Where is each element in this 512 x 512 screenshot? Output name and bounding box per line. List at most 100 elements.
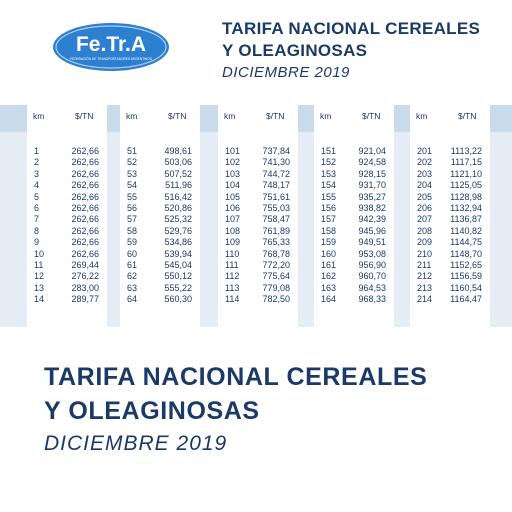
table-row: 57 525,32 <box>120 214 200 225</box>
table-row: 9 262,66 <box>27 237 107 248</box>
table-row: 161 956,90 <box>314 260 394 271</box>
table-row: 7 262,66 <box>27 214 107 225</box>
table-column: km $/TN 151 921,04 152 924,58 153 928,15 154 931,… <box>314 105 394 327</box>
price-cell: 262,66 <box>71 214 99 225</box>
km-cell: 112 <box>225 271 240 282</box>
table-row: 152 924,58 <box>314 157 394 168</box>
price-cell: 956,90 <box>358 259 386 270</box>
km-cell: 206 <box>417 202 433 213</box>
km-cell: 104 <box>225 180 241 191</box>
price-cell: 953,08 <box>358 248 386 259</box>
price-cell: 498,61 <box>164 146 192 156</box>
km-cell: 58 <box>127 225 138 236</box>
logo-tagline: FEDERACIÓN DE TRANSPORTADORES ARGENTINOS <box>70 56 152 61</box>
table-row: 59 534,86 <box>120 237 200 248</box>
column-header-price: $/TN <box>75 111 94 121</box>
table-row: 5 262,66 <box>27 192 107 203</box>
header-title-line2: Y OLEAGINOSAS <box>222 41 368 60</box>
km-cell: 102 <box>225 157 241 168</box>
km-cell: 153 <box>321 168 337 179</box>
table-row: 157 942,39 <box>314 214 394 225</box>
table-row: 55 516,42 <box>120 192 200 203</box>
column-header-km: km <box>320 111 332 121</box>
table-row: 203 1121,10 <box>410 169 490 180</box>
table-row: 205 1128,98 <box>410 192 490 203</box>
km-cell: 63 <box>127 282 138 293</box>
price-cell: 775,64 <box>262 271 290 282</box>
km-cell: 56 <box>127 202 138 213</box>
price-cell: 968,33 <box>358 294 386 305</box>
price-cell: 520,86 <box>164 202 192 213</box>
table-row: 62 550,12 <box>120 271 200 282</box>
price-cell: 289,77 <box>71 294 99 305</box>
table-row: 162 960,70 <box>314 271 394 282</box>
table-row: 64 560,30 <box>120 294 200 305</box>
table-row: 53 507,52 <box>120 169 200 180</box>
table-row: 103 744,72 <box>218 169 298 180</box>
table-row: 10 262,66 <box>27 249 107 260</box>
table-row: 155 935,27 <box>314 192 394 203</box>
km-cell: 4 <box>34 180 40 191</box>
km-cell: 1 <box>34 146 40 156</box>
km-cell: 9 <box>34 237 40 248</box>
column-header-price: $/TN <box>168 111 187 121</box>
price-cell: 1160,54 <box>450 282 482 293</box>
table-row: 106 755,03 <box>218 203 298 214</box>
price-cell: 938,82 <box>358 202 386 213</box>
price-cell: 534,86 <box>164 237 192 248</box>
km-cell: 51 <box>127 146 138 156</box>
km-cell: 202 <box>417 157 433 168</box>
table-row: 63 555,22 <box>120 283 200 294</box>
column-header-km: km <box>416 111 428 121</box>
table-column: km $/TN 101 737,84 102 741,30 103 744,72 104 748,… <box>218 105 298 327</box>
table-row: 11 269,44 <box>27 260 107 271</box>
table-row: 54 511,96 <box>120 180 200 191</box>
table-row: 109 765,33 <box>218 237 298 248</box>
logo-text: Fe.Tr.A <box>76 33 146 56</box>
km-cell: 57 <box>127 214 138 225</box>
km-cell: 203 <box>417 168 433 179</box>
km-cell: 60 <box>127 248 138 259</box>
km-cell: 13 <box>34 282 45 293</box>
price-cell: 262,66 <box>71 157 99 168</box>
km-cell: 105 <box>225 191 241 202</box>
price-cell: 283,00 <box>71 282 99 293</box>
price-cell: 964,53 <box>358 282 386 293</box>
km-cell: 53 <box>127 168 138 179</box>
price-cell: 550,12 <box>164 271 192 282</box>
km-cell: 211 <box>417 259 432 270</box>
table-row: 114 782,50 <box>218 294 298 305</box>
table-row: 102 741,30 <box>218 157 298 168</box>
table-row: 207 1136,87 <box>410 214 490 225</box>
price-cell: 755,03 <box>262 202 290 213</box>
table-column: km $/TN 201 1113,22 202 1117,15 203 1121,10 204 1… <box>410 105 490 327</box>
price-cell: 545,04 <box>164 259 192 270</box>
price-cell: 262,66 <box>71 248 99 259</box>
footer-title-line1: TARIFA NACIONAL CEREALES <box>44 363 428 391</box>
price-cell: 751,61 <box>262 191 290 202</box>
table-row: 58 529,76 <box>120 226 200 237</box>
price-cell: 503,06 <box>164 157 192 168</box>
price-cell: 741,30 <box>262 157 290 168</box>
table-column: km $/TN 51 498,61 52 503,06 53 507,52 54 511,96 55… <box>120 105 200 327</box>
logo-oval <box>53 23 169 71</box>
km-cell: 55 <box>127 191 138 202</box>
km-cell: 155 <box>321 191 337 202</box>
column-header-km: km <box>33 111 45 121</box>
price-cell: 758,47 <box>262 214 290 225</box>
price-cell: 262,66 <box>71 202 99 213</box>
price-cell: 779,08 <box>262 282 290 293</box>
km-cell: 103 <box>225 168 241 179</box>
km-cell: 2 <box>34 157 40 168</box>
table-row: 13 283,00 <box>27 283 107 294</box>
km-cell: 10 <box>34 248 45 259</box>
table-row: 153 928,15 <box>314 169 394 180</box>
table-row: 14 289,77 <box>27 294 107 305</box>
table-row: 163 964,53 <box>314 283 394 294</box>
km-cell: 8 <box>34 225 40 236</box>
km-cell: 204 <box>417 180 433 191</box>
km-cell: 214 <box>417 294 433 305</box>
table-row: 213 1160,54 <box>410 283 490 294</box>
km-cell: 110 <box>225 248 240 259</box>
km-cell: 157 <box>321 214 337 225</box>
